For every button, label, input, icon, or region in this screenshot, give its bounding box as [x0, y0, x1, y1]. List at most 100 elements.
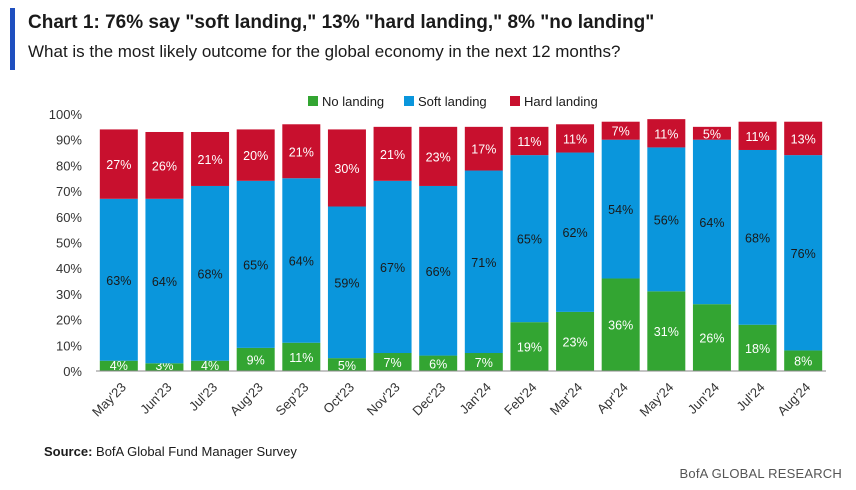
chart-title: Chart 1: 76% say "soft landing," 13% "ha… — [28, 12, 655, 33]
x-tick-label: May'24 — [636, 380, 676, 420]
y-tick-label: 0% — [63, 364, 82, 379]
data-label: 65% — [517, 233, 542, 247]
x-tick-label: Jan'24 — [457, 380, 494, 417]
y-tick-label: 100% — [49, 107, 83, 122]
data-label: 11% — [654, 127, 678, 141]
bar-segment-2 — [373, 126, 412, 181]
y-tick-label: 70% — [56, 184, 82, 199]
title-accent-bar — [10, 8, 15, 70]
data-label: 18% — [745, 342, 770, 356]
data-label: 13% — [791, 132, 816, 146]
y-tick-label: 30% — [56, 287, 82, 302]
bar-segment-0 — [373, 353, 412, 371]
x-tick-label: Aug'24 — [774, 380, 813, 419]
legend-label-1: Soft landing — [418, 94, 487, 109]
data-label: 62% — [563, 226, 588, 240]
bar-segment-1 — [99, 198, 138, 361]
data-label: 71% — [471, 256, 496, 270]
bar-segment-1 — [327, 206, 366, 359]
legend-swatch-0 — [308, 96, 318, 106]
data-label: 11% — [746, 130, 770, 144]
bar-segment-0 — [145, 363, 184, 371]
data-label: 65% — [243, 258, 268, 272]
data-label: 76% — [791, 247, 816, 261]
bar-segment-0 — [99, 360, 138, 371]
x-tick-label: Jun'23 — [137, 380, 174, 417]
x-tick-label: Oct'23 — [320, 380, 357, 417]
y-tick-label: 10% — [56, 338, 82, 353]
x-tick-label: Jun'24 — [685, 380, 722, 417]
bar-segment-1 — [419, 185, 458, 356]
data-label: 64% — [152, 275, 177, 289]
bar-segment-2 — [510, 126, 549, 156]
data-label: 11% — [563, 132, 587, 146]
chart-subtitle: What is the most likely outcome for the … — [28, 42, 621, 61]
x-tick-label: Jul'23 — [186, 380, 220, 414]
y-tick-label: 80% — [56, 158, 82, 173]
bar-segment-2 — [282, 124, 321, 179]
y-tick-label: 50% — [56, 236, 82, 251]
data-label: 59% — [334, 276, 359, 290]
bar-segment-0 — [191, 360, 230, 371]
bar-segment-0 — [510, 322, 549, 371]
bar-segment-2 — [99, 129, 138, 199]
data-label: 7% — [612, 125, 630, 139]
data-label: 56% — [654, 213, 679, 227]
data-label: 7% — [384, 356, 402, 370]
data-label: 21% — [198, 153, 223, 167]
bar-segment-0 — [282, 342, 321, 371]
bar-segment-1 — [191, 185, 230, 361]
data-label: 5% — [338, 359, 356, 373]
bar-segment-2 — [191, 131, 230, 186]
bar-segment-1 — [692, 139, 731, 305]
bar-segment-2 — [419, 126, 458, 186]
bar-segment-0 — [738, 324, 777, 371]
legend-label-0: No landing — [322, 94, 384, 109]
data-label: 26% — [699, 332, 724, 346]
data-label: 11% — [289, 351, 313, 365]
bar-segment-1 — [236, 180, 275, 348]
y-tick-label: 60% — [56, 210, 82, 225]
bar-segment-0 — [236, 347, 275, 371]
bar-segment-1 — [464, 170, 503, 354]
data-label: 67% — [380, 261, 405, 275]
data-label: 4% — [110, 359, 128, 373]
bar-segment-1 — [145, 198, 184, 364]
x-tick-label: Feb'24 — [501, 380, 539, 418]
source-label: Source: — [44, 444, 93, 459]
bar-segment-0 — [464, 353, 503, 371]
bar-segment-1 — [601, 139, 640, 279]
bar-segment-1 — [373, 180, 412, 354]
data-label: 64% — [699, 216, 724, 230]
bar-segment-0 — [647, 291, 686, 371]
data-label: 11% — [517, 135, 541, 149]
source-note: Source: BofA Global Fund Manager Survey — [44, 444, 297, 459]
data-label: 7% — [475, 356, 493, 370]
bar-segment-0 — [419, 355, 458, 371]
bar-segment-0 — [692, 304, 731, 371]
data-label: 30% — [334, 162, 359, 176]
y-tick-label: 40% — [56, 261, 82, 276]
data-label: 63% — [106, 274, 131, 288]
data-label: 23% — [563, 335, 588, 349]
data-label: 36% — [608, 319, 633, 333]
bar-segment-0 — [601, 278, 640, 371]
data-label: 17% — [471, 143, 496, 157]
bar-segment-2 — [692, 126, 731, 140]
data-label: 66% — [426, 265, 451, 279]
data-label: 19% — [517, 341, 542, 355]
source-text: BofA Global Fund Manager Survey — [92, 444, 297, 459]
bar-segment-0 — [327, 358, 366, 371]
bar-segment-2 — [464, 126, 503, 171]
bar-segment-2 — [738, 121, 777, 150]
legend-label-2: Hard landing — [524, 94, 598, 109]
bar-segment-2 — [601, 121, 640, 140]
data-label: 23% — [426, 150, 451, 164]
y-tick-label: 20% — [56, 313, 82, 328]
x-tick-label: Aug'23 — [227, 380, 266, 419]
bar-segment-1 — [738, 149, 777, 325]
bar-segment-1 — [556, 152, 595, 312]
x-tick-label: Sep'23 — [272, 380, 311, 419]
data-label: 21% — [289, 145, 314, 159]
